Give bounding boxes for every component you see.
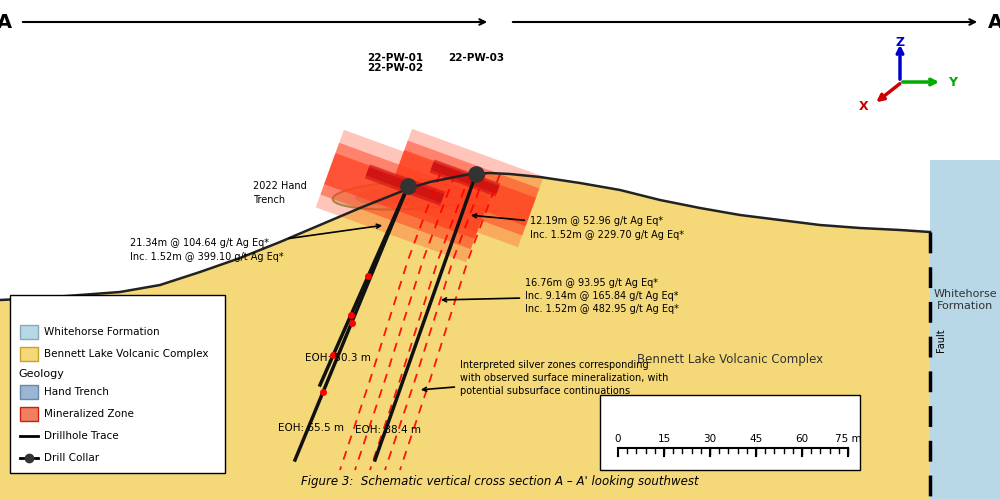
Polygon shape <box>365 164 445 206</box>
Text: EOH: 88.4 m: EOH: 88.4 m <box>355 425 421 435</box>
Polygon shape <box>324 153 486 239</box>
Text: Bennett Lake Volcanic Complex: Bennett Lake Volcanic Complex <box>44 349 208 359</box>
Text: Geology: Geology <box>18 369 64 379</box>
Text: Whitehorse
Formation: Whitehorse Formation <box>933 289 997 311</box>
Text: Z: Z <box>895 36 905 49</box>
Text: EOH: 65.5 m: EOH: 65.5 m <box>278 423 344 433</box>
FancyBboxPatch shape <box>10 295 225 473</box>
Text: 22-PW-03: 22-PW-03 <box>448 53 504 63</box>
Text: Drillhole Trace: Drillhole Trace <box>44 431 119 441</box>
Text: A': A' <box>988 12 1000 31</box>
Text: 15: 15 <box>657 434 671 444</box>
Text: Y: Y <box>948 75 957 88</box>
Text: Figure 3:  Schematic vertical cross section A – A' looking southwest: Figure 3: Schematic vertical cross secti… <box>301 475 699 488</box>
Polygon shape <box>386 129 544 247</box>
Text: 12.19m @ 52.96 g/t Ag Eq*
Inc. 1.52m @ 229.70 g/t Ag Eq*: 12.19m @ 52.96 g/t Ag Eq* Inc. 1.52m @ 2… <box>473 214 684 240</box>
Text: X: X <box>858 99 868 112</box>
Polygon shape <box>316 130 494 262</box>
Text: Drill Collar: Drill Collar <box>44 453 99 463</box>
Text: 30: 30 <box>703 434 717 444</box>
Text: 45: 45 <box>749 434 763 444</box>
Text: Hand Trench: Hand Trench <box>44 387 109 397</box>
Ellipse shape <box>333 181 487 210</box>
Text: 0: 0 <box>615 434 621 444</box>
Text: Whitehorse Formation: Whitehorse Formation <box>44 327 160 337</box>
Text: A: A <box>0 12 12 31</box>
Text: 21.34m @ 104.64 g/t Ag Eq*
Inc. 1.52m @ 399.10 g/t Ag Eq*: 21.34m @ 104.64 g/t Ag Eq* Inc. 1.52m @ … <box>130 224 380 261</box>
Text: 75 m: 75 m <box>835 434 861 444</box>
Text: Bennett Lake Volcanic Complex: Bennett Lake Volcanic Complex <box>637 353 823 366</box>
Text: Mineralized Zone: Mineralized Zone <box>44 409 134 419</box>
Polygon shape <box>394 150 536 226</box>
Text: 60: 60 <box>795 434 809 444</box>
Ellipse shape <box>355 187 435 205</box>
Text: Interpreted silver zones corresponding
with observed surface mineralization, wit: Interpreted silver zones corresponding w… <box>423 360 668 396</box>
Text: 22-PW-02: 22-PW-02 <box>367 63 423 73</box>
Polygon shape <box>430 160 500 197</box>
Text: 22-PW-01: 22-PW-01 <box>367 53 423 63</box>
Polygon shape <box>0 0 930 300</box>
FancyBboxPatch shape <box>600 395 860 470</box>
Polygon shape <box>320 143 490 249</box>
Polygon shape <box>431 162 499 194</box>
Polygon shape <box>930 160 1000 499</box>
Bar <box>20 347 38 361</box>
Polygon shape <box>0 173 930 499</box>
Bar <box>20 385 38 399</box>
Polygon shape <box>391 141 539 236</box>
Text: EOH: 50.3 m: EOH: 50.3 m <box>305 353 371 363</box>
Text: 2022 Hand
Trench: 2022 Hand Trench <box>253 182 307 205</box>
Text: Fault: Fault <box>936 328 946 352</box>
Polygon shape <box>366 167 444 203</box>
Bar <box>20 325 38 339</box>
Text: 16.76m @ 93.95 g/t Ag Eq*
Inc. 9.14m @ 165.84 g/t Ag Eq*
Inc. 1.52m @ 482.95 g/t: 16.76m @ 93.95 g/t Ag Eq* Inc. 9.14m @ 1… <box>443 278 679 314</box>
Bar <box>20 407 38 421</box>
